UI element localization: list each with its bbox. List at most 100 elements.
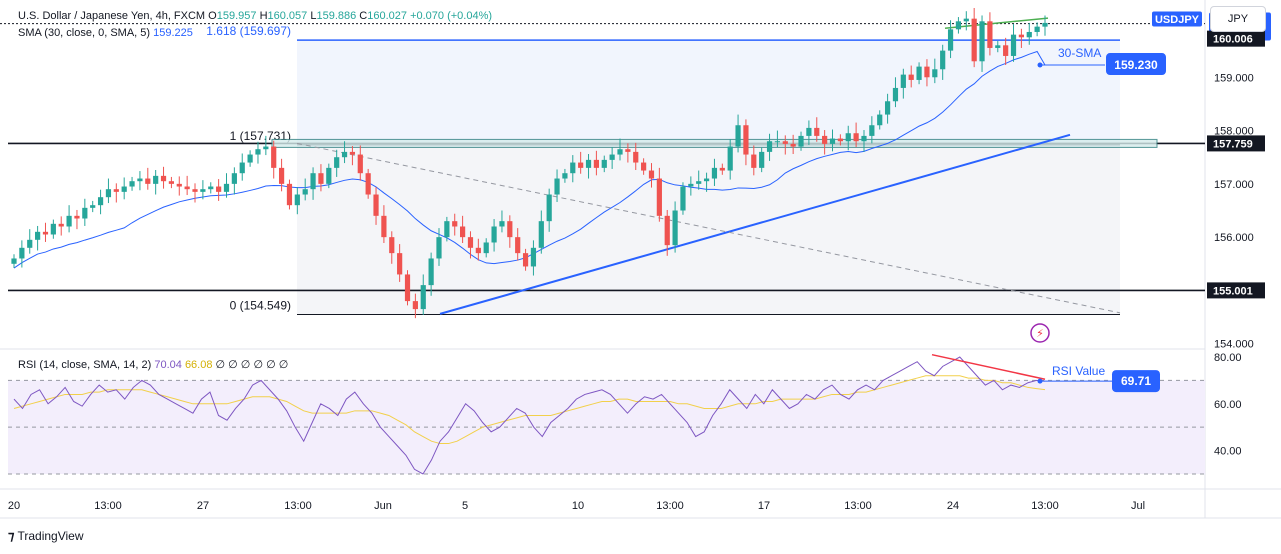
candle-body	[735, 125, 741, 147]
rsi-annotation: RSI Value	[1052, 364, 1105, 378]
candle-body	[955, 21, 962, 30]
candle-body	[703, 178, 710, 182]
time-tick: 20	[8, 500, 20, 512]
candle-body	[609, 154, 615, 160]
candle-body	[782, 141, 788, 144]
candle-body	[97, 197, 104, 206]
candle-body	[585, 159, 592, 168]
time-tick: 13:00	[844, 500, 872, 512]
sma-line	[13, 50, 1046, 269]
rsi-label: RSI (14, close, SMA, 14, 2)	[18, 359, 152, 371]
candle-body	[82, 207, 88, 219]
candle-body	[648, 170, 655, 179]
sma-value: 159.225	[153, 27, 193, 39]
candle-body	[963, 18, 969, 22]
rsi-label-dot	[1037, 378, 1043, 384]
candle-body	[255, 149, 261, 155]
candle-body	[381, 215, 387, 238]
candle-body	[578, 162, 584, 168]
symbol-tag	[1152, 11, 1202, 27]
candle-body	[932, 69, 938, 78]
candle-body	[310, 173, 316, 190]
time-tick: 13:00	[284, 500, 312, 512]
candle-body	[105, 189, 112, 198]
candle-body	[50, 223, 56, 235]
fib-level-label: 1.618 (159.697)	[206, 24, 291, 38]
time-tick: 13:00	[656, 500, 684, 512]
candle-body	[743, 125, 749, 155]
candle-body	[153, 175, 159, 184]
sma-price-tag	[1106, 53, 1166, 76]
candle-body	[853, 133, 859, 142]
candle-body	[491, 226, 497, 243]
candle-body	[58, 223, 64, 227]
price-tick: 157.000	[1214, 179, 1254, 191]
candle-body	[554, 178, 560, 195]
candle-body	[318, 173, 324, 184]
tradingview-logo[interactable]: ⁊ TradingView	[8, 528, 84, 544]
candle-body	[672, 210, 678, 246]
candle-body	[66, 215, 72, 227]
candle-body	[460, 226, 466, 238]
candle-body	[900, 74, 906, 88]
time-tick: Jun	[374, 500, 392, 512]
level-price-tag	[1207, 135, 1265, 152]
ohlc-close: C160.027	[359, 10, 408, 22]
rsi-sma-line	[13, 375, 1046, 445]
rsi-band-fill	[8, 380, 1205, 474]
price-tick: 159.000	[1214, 72, 1254, 84]
candle-body	[759, 151, 765, 168]
rsi-value-tag	[1112, 370, 1160, 393]
price-higher-high-line	[944, 17, 1049, 29]
candle-body	[924, 66, 930, 78]
candle-body	[940, 50, 946, 70]
time-tick: Jul	[1131, 500, 1145, 512]
sma-label: SMA (30, close, 0, SMA, 5)	[18, 27, 151, 39]
candle-body	[570, 162, 576, 174]
rsi-value: 70.04	[154, 359, 182, 371]
fib-level-label: 0 (154.549)	[230, 298, 291, 312]
candle-body	[475, 247, 481, 254]
candle-body	[208, 186, 214, 190]
candle-body	[129, 181, 135, 187]
candle-body	[19, 247, 25, 259]
candle-body	[515, 237, 521, 254]
candle-body	[979, 21, 985, 62]
candle-body	[349, 151, 356, 155]
candle-body	[1026, 31, 1032, 38]
candle-body	[625, 149, 631, 152]
candle-body	[436, 237, 442, 259]
candle-body	[987, 21, 993, 48]
candle-body	[404, 274, 411, 302]
sma-annotation: 30-SMA	[1058, 46, 1101, 60]
candle-body	[11, 258, 17, 264]
symbol-header: U.S. Dollar / Japanese Yen, 4h, FXCM O15…	[18, 10, 492, 22]
ascending-trendline	[439, 133, 1071, 315]
candle-body	[27, 239, 33, 248]
rsi-divergence-line	[931, 353, 1046, 380]
candle-body	[790, 143, 796, 147]
fib-zone-upper	[297, 40, 1120, 145]
support-zone-box	[271, 138, 1158, 148]
candle-body	[160, 175, 167, 182]
candle-body	[688, 183, 694, 187]
candle-body	[766, 141, 773, 152]
candle-body	[176, 183, 182, 187]
candle-body	[727, 146, 733, 171]
candle-body	[601, 159, 607, 168]
candle-body	[719, 167, 725, 171]
rsi-tick: 60.00	[1214, 399, 1242, 411]
candle-body	[452, 221, 458, 227]
currency-button[interactable]: JPY	[1210, 6, 1266, 32]
candle-body	[908, 74, 914, 80]
lightning-icon[interactable]	[1030, 323, 1050, 343]
candle-body	[365, 173, 371, 195]
candle-body	[995, 45, 1001, 48]
candle-body	[499, 221, 505, 227]
candle-body	[294, 194, 300, 206]
candle-body	[633, 151, 639, 163]
symbol-name: U.S. Dollar / Japanese Yen, 4h, FXCM	[18, 10, 206, 22]
time-tick: 13:00	[94, 500, 122, 512]
time-tick: 13:00	[1031, 500, 1059, 512]
